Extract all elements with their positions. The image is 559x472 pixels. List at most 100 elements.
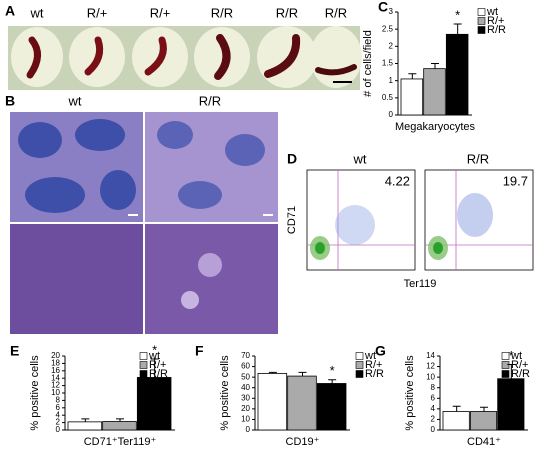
annotation: *	[455, 7, 460, 22]
panel-letter: B	[5, 93, 15, 109]
column-label: wt	[68, 93, 82, 108]
y-tick-label: 14	[51, 373, 60, 382]
panel-letter: C	[378, 0, 388, 15]
y-tick-label: 60	[241, 362, 250, 371]
y-tick-label: 20	[51, 351, 60, 360]
percentage: 4.22	[385, 173, 410, 188]
legend-swatch	[355, 352, 364, 360]
column-label: R/R	[467, 151, 489, 166]
sample-label: R/+	[150, 5, 171, 20]
y-tick-label: 10	[426, 372, 435, 381]
y-tick-label: 2	[389, 41, 394, 50]
histology-images	[10, 112, 278, 334]
y-axis-label: % positive cells	[29, 355, 41, 431]
y-tick-label: 12	[426, 362, 435, 371]
legend-swatch	[501, 361, 510, 369]
column-label: wt	[353, 151, 367, 166]
y-tick-label: 1.5	[382, 59, 394, 68]
legend-label: R/R	[511, 368, 530, 380]
error-bar	[81, 418, 90, 422]
legend-label: R/R	[149, 368, 168, 380]
bar	[316, 383, 347, 431]
y-tick-label: 6	[431, 393, 436, 402]
y-tick-label: 20	[241, 404, 250, 413]
y-tick-label: 10	[241, 415, 250, 424]
error-bar	[298, 371, 307, 377]
bar	[136, 377, 172, 431]
y-tick-label: 2.5	[382, 24, 394, 33]
panel-letter: D	[287, 151, 297, 167]
legend-label: R/R	[487, 24, 506, 36]
legend-label: R/+	[487, 15, 504, 27]
y-tick-label: 70	[241, 351, 250, 360]
error-bar	[328, 379, 337, 384]
y-tick-label: 14	[426, 351, 435, 360]
y-tick-label: 2	[56, 418, 61, 427]
sample-label: R/R	[211, 5, 233, 20]
bar	[469, 411, 498, 431]
legend-swatch	[139, 361, 148, 369]
y-tick-label: 0	[389, 110, 394, 119]
bar	[445, 33, 469, 116]
legend-swatch	[477, 26, 486, 34]
x-axis-label: CD41⁺	[467, 436, 501, 448]
y-tick-label: 50	[241, 372, 250, 381]
y-tick-label: 0	[246, 425, 251, 434]
legend-swatch	[477, 17, 486, 25]
error-bar	[507, 363, 516, 379]
legend-label: R/+	[511, 359, 528, 371]
error-bar	[452, 405, 461, 412]
y-tick-label: 30	[241, 393, 250, 402]
sample-label: wt	[30, 5, 44, 20]
legend-swatch	[139, 370, 148, 378]
y-tick-label: 1	[389, 76, 394, 85]
error-bar	[150, 358, 159, 378]
y-tick-label: 3	[389, 7, 394, 16]
y-tick-label: 0.5	[382, 93, 394, 102]
panel-letter: A	[5, 3, 15, 19]
bar	[67, 421, 103, 431]
bar	[497, 378, 525, 431]
error-bar	[453, 23, 462, 35]
annotation: *	[509, 348, 514, 363]
spleen-photos	[11, 26, 362, 88]
legend-swatch	[139, 352, 148, 360]
y-tick-label: 40	[241, 383, 250, 392]
legend-swatch	[501, 352, 510, 360]
y-tick-label: 0	[56, 425, 61, 434]
bar	[257, 373, 288, 431]
y-tick-label: 18	[51, 359, 60, 368]
error-bar	[116, 418, 124, 422]
y-tick-label: 16	[51, 366, 60, 375]
y-tick-label: 0	[431, 425, 436, 434]
y-tick-label: 10	[51, 388, 60, 397]
legend-label: R/+	[365, 359, 382, 371]
x-axis-label: Ter119	[404, 278, 437, 290]
column-label: R/R	[199, 93, 221, 108]
y-axis-label: # of cells/field	[362, 30, 374, 97]
legend-label: wt	[364, 350, 376, 362]
y-tick-label: 4	[56, 410, 61, 419]
sample-label: R/R	[325, 5, 347, 20]
legend-label: R/+	[149, 359, 166, 371]
legend-label: wt	[510, 350, 522, 362]
x-axis-label: Megakaryocytes	[395, 121, 476, 133]
error-bar	[431, 63, 439, 69]
legend-swatch	[355, 361, 364, 369]
y-tick-label: 4	[431, 404, 436, 413]
bar	[400, 78, 424, 116]
y-tick-label: 8	[431, 383, 436, 392]
flow-plots	[306, 169, 534, 271]
panel-letter: E	[10, 343, 19, 359]
y-axis-label: % positive cells	[219, 355, 231, 431]
y-tick-label: 12	[51, 381, 60, 390]
bar	[102, 421, 137, 431]
error-bar	[408, 73, 417, 79]
legend-swatch	[501, 370, 510, 378]
error-bar	[480, 406, 488, 412]
y-tick-label: 6	[56, 403, 61, 412]
y-tick-label: 8	[56, 396, 61, 405]
bar	[287, 375, 317, 431]
legend-swatch	[355, 370, 364, 378]
